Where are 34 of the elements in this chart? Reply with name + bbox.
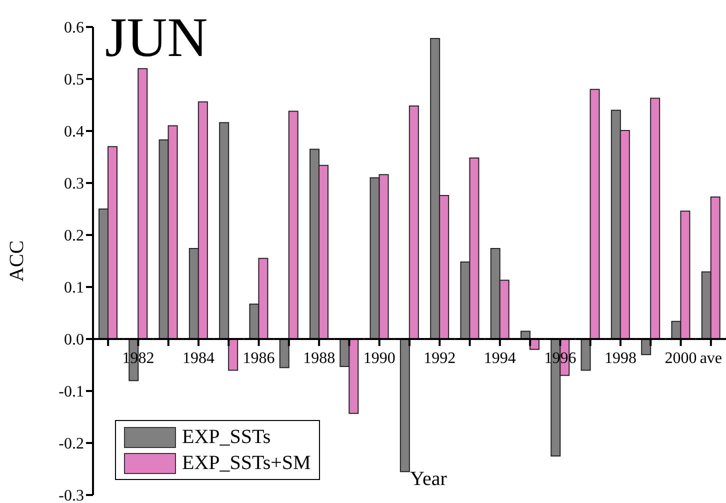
bar [219, 122, 230, 340]
bar [288, 110, 298, 340]
y-tick-label: 0.3 [64, 176, 84, 193]
bar [228, 338, 238, 371]
y-tick-label: 0.2 [64, 228, 84, 245]
bar [400, 338, 410, 472]
bar [408, 106, 419, 340]
legend-label: EXP_SSTs+SM [182, 451, 311, 476]
x-tick-label: 1998 [604, 350, 636, 367]
bar [650, 98, 660, 340]
bar [279, 338, 290, 368]
x-tick-label: 1990 [363, 350, 396, 367]
x-tick-label: 1994 [484, 350, 516, 367]
x-tick-label: 1992 [424, 350, 456, 367]
x-tick-label: 1984 [182, 350, 214, 367]
x-tick-label: 1986 [242, 350, 275, 367]
bar [580, 338, 591, 371]
y-tick-label: -0.3 [58, 488, 84, 503]
legend-label: EXP_SSTs [182, 425, 271, 450]
x-tick-label: ave [700, 350, 722, 367]
y-tick-label: -0.2 [58, 436, 84, 453]
x-tick-label: 2000 [664, 350, 697, 367]
y-tick-label: 0.5 [64, 72, 84, 89]
y-tick-label: 0.0 [64, 332, 84, 349]
y-tick-label: 0.1 [64, 280, 84, 297]
x-tick-label: 1988 [303, 350, 336, 367]
y-tick-label: -0.1 [58, 384, 84, 401]
chart-title: JUN [105, 7, 208, 69]
x-axis-title: Year [410, 468, 448, 490]
y-tick-label: 0.6 [64, 20, 84, 37]
y-axis-title: ACC [6, 240, 28, 282]
bar [590, 88, 600, 340]
bar [138, 68, 148, 340]
y-tick-label: 0.4 [64, 124, 84, 141]
